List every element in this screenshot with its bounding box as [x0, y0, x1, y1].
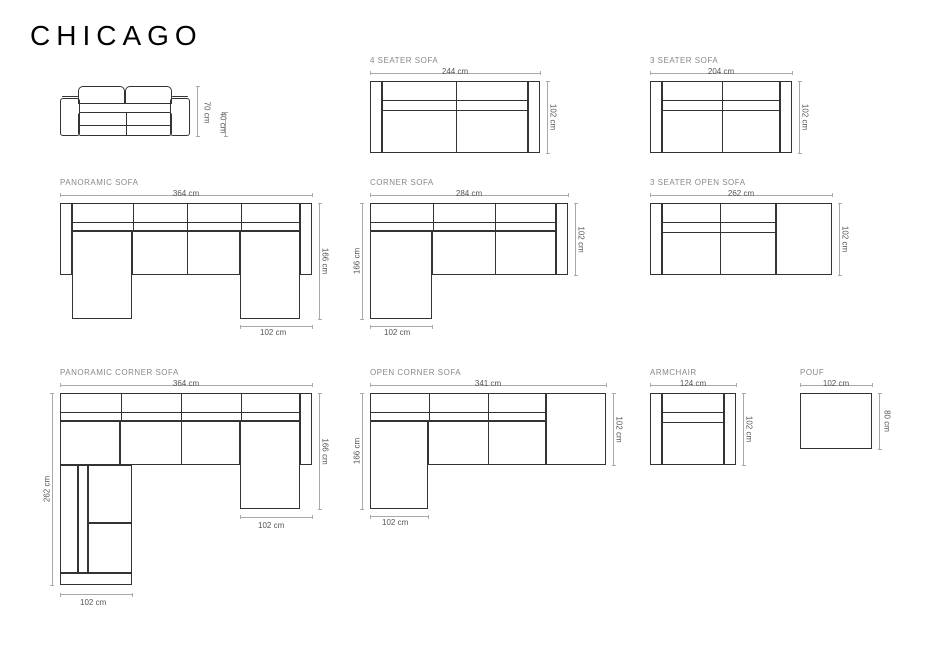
item-open3: 3 SEATER OPEN SOFA 262 cm 102 cm — [650, 178, 832, 275]
item-open-corner: OPEN CORNER SOFA 341 cm 102 cm 166 cm 10… — [370, 368, 606, 509]
item-corner: CORNER SOFA 284 cm 102 cm 166 cm 102 cm — [370, 178, 568, 319]
dim-oc-w: 341 cm — [475, 379, 501, 388]
dim-pc-ret: 102 cm — [80, 598, 106, 607]
dim-pc-w: 364 cm — [173, 379, 199, 388]
item-armchair: ARMCHAIR 124 cm 102 cm — [650, 368, 736, 465]
dim-pouf-h: 80 cm — [883, 410, 892, 432]
dim-open3-w: 262 cm — [728, 189, 754, 198]
dim-3seater-h: 102 cm — [800, 104, 809, 130]
dim-arm-w: 124 cm — [680, 379, 706, 388]
dim-pc-h: 166 cm — [320, 438, 329, 464]
item-panoramic: PANORAMIC SOFA 364 cm 166 cm 102 cm — [60, 178, 312, 319]
dim-4seater-h: 102 cm — [548, 104, 557, 130]
item-pan-corner: PANORAMIC CORNER SOFA 364 cm 166 cm 262 … — [60, 368, 312, 595]
dim-open3-h: 102 cm — [840, 226, 849, 252]
dim-3seater-w: 204 cm — [708, 67, 734, 76]
dim-pc-chw: 102 cm — [258, 521, 284, 530]
dim-arm-h: 102 cm — [744, 416, 753, 442]
label-panoramic: PANORAMIC SOFA — [60, 178, 312, 187]
dim-pouf-w: 102 cm — [823, 379, 849, 388]
dim-oc-d: 166 cm — [353, 438, 362, 464]
dim-oc-h: 102 cm — [614, 416, 623, 442]
dim-oc-chw: 102 cm — [382, 518, 408, 527]
label-pan-corner: PANORAMIC CORNER SOFA — [60, 368, 312, 377]
label-armchair: ARMCHAIR — [650, 368, 736, 377]
dim-front-seat: 40 cm — [219, 112, 228, 134]
dim-4seater-w: 244 cm — [442, 67, 468, 76]
dim-front-height: 70 cm — [203, 102, 212, 124]
dim-corner-w: 284 cm — [456, 189, 482, 198]
label-4seater: 4 SEATER SOFA — [370, 56, 540, 65]
dim-corner-h: 102 cm — [576, 226, 585, 252]
label-pouf: POUF — [800, 368, 872, 377]
dim-panoramic-chw: 102 cm — [260, 328, 286, 337]
dim-panoramic-h: 166 cm — [320, 248, 329, 274]
label-corner: CORNER SOFA — [370, 178, 568, 187]
label-3seater: 3 SEATER SOFA — [650, 56, 792, 65]
collection-title: CHICAGO — [30, 20, 910, 52]
dim-corner-chw: 102 cm — [384, 328, 410, 337]
label-open-corner: OPEN CORNER SOFA — [370, 368, 606, 377]
dim-pc-d: 262 cm — [43, 476, 52, 502]
dim-panoramic-w: 364 cm — [173, 189, 199, 198]
item-3seater: 3 SEATER SOFA 204 cm 102 cm — [650, 56, 792, 153]
item-4seater: 4 SEATER SOFA 244 cm 102 cm — [370, 56, 540, 153]
dim-corner-d: 166 cm — [353, 248, 362, 274]
item-pouf: POUF 102 cm 80 cm — [800, 368, 872, 449]
label-open3: 3 SEATER OPEN SOFA — [650, 178, 832, 187]
item-front-view: 70 cm 40 cm — [60, 86, 190, 136]
